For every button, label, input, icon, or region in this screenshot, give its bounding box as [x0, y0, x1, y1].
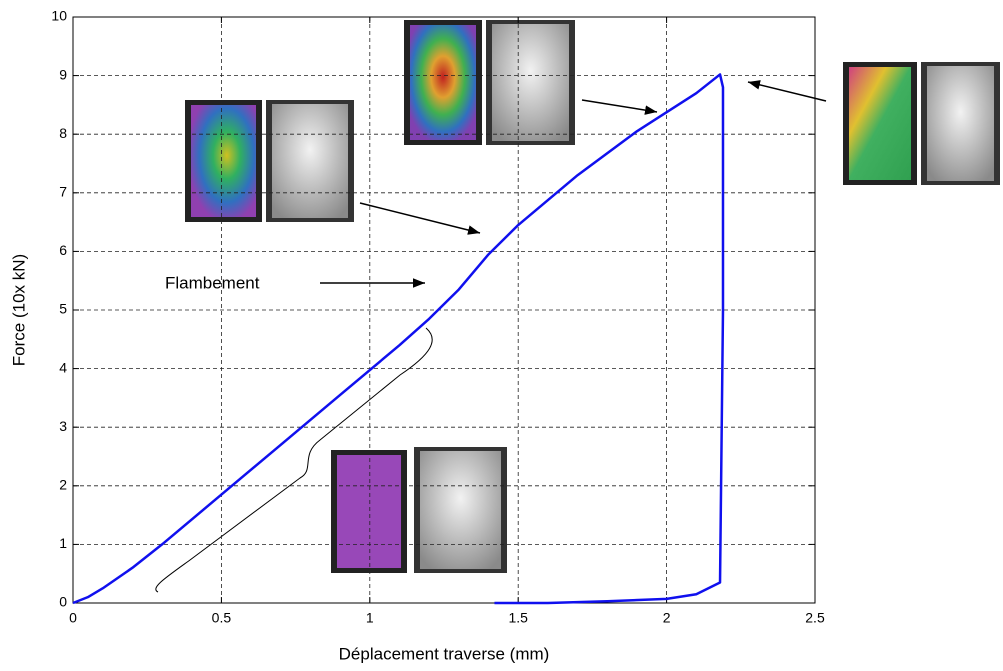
arrow	[581, 99, 658, 115]
brace	[155, 327, 433, 593]
x-tick-label: 0	[69, 610, 77, 626]
y-tick-label: 10	[51, 8, 67, 24]
y-axis-label: Force (10x kN)	[9, 254, 28, 366]
x-tick-label: 1	[366, 610, 374, 626]
x-tick-label: 2	[663, 610, 671, 626]
y-tick-label: 8	[59, 125, 67, 141]
y-tick-label: 5	[59, 301, 67, 317]
annotation: Flambement	[165, 273, 260, 292]
x-tick-label: 2.5	[805, 610, 825, 626]
y-tick-label: 4	[59, 359, 67, 375]
x-tick-label: 0.5	[212, 610, 232, 626]
x-tick-label: 1.5	[508, 610, 528, 626]
y-tick-label: 6	[59, 242, 67, 258]
arrow	[747, 80, 827, 102]
y-tick-label: 3	[59, 418, 67, 434]
y-tick-label: 2	[59, 477, 67, 493]
data-line	[72, 73, 725, 605]
y-tick-label: 1	[59, 535, 67, 551]
y-tick-label: 9	[59, 66, 67, 82]
y-tick-label: 0	[59, 594, 67, 610]
plot-frame	[72, 16, 816, 604]
arrow	[359, 202, 481, 235]
y-tick-label: 7	[59, 184, 67, 200]
x-axis-label: Déplacement traverse (mm)	[339, 644, 550, 663]
specimen-images	[185, 20, 1000, 573]
